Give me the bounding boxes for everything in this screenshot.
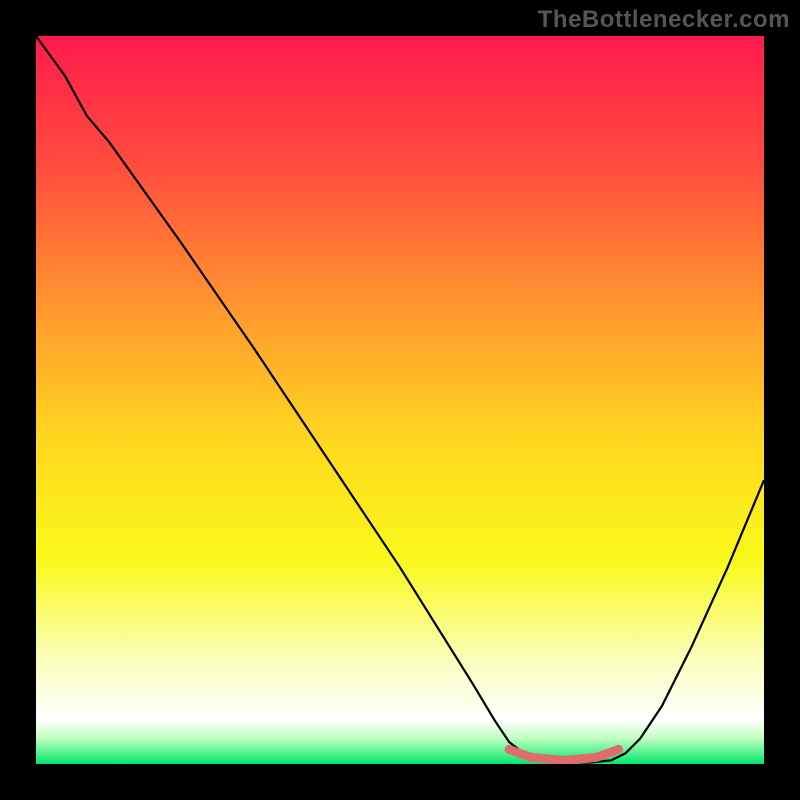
watermark-label: TheBottlenecker.com xyxy=(538,6,790,34)
plot-area xyxy=(36,36,764,764)
chart-container: TheBottlenecker.com xyxy=(0,0,800,800)
gradient-background xyxy=(36,36,764,764)
bottleneck-chart xyxy=(36,36,764,764)
